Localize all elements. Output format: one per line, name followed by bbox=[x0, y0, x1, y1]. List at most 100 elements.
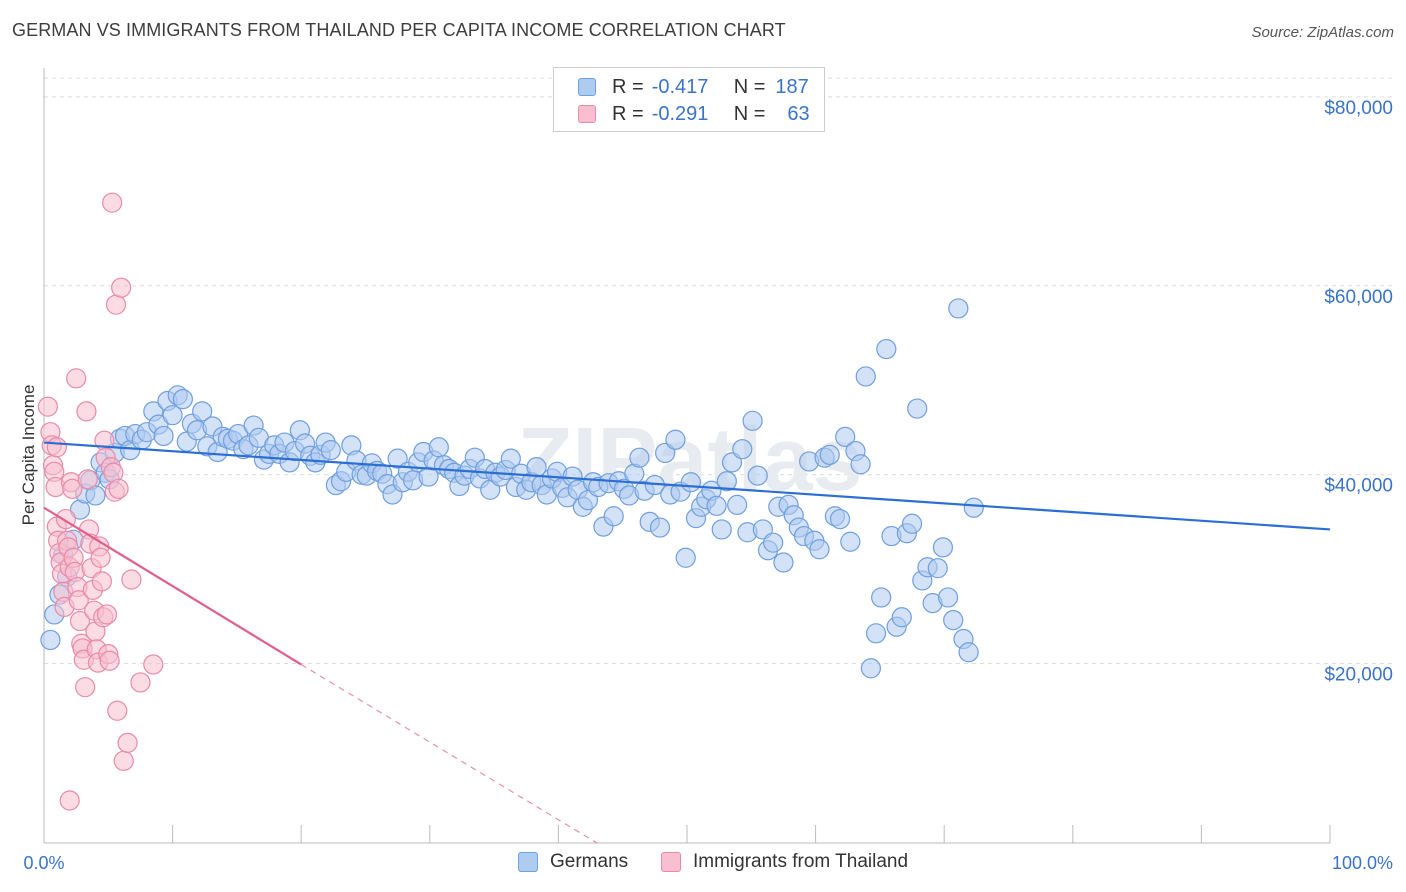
data-point-germans bbox=[865, 623, 887, 644]
data-point-germans bbox=[850, 454, 871, 475]
bottom-legend-germans: Germans bbox=[518, 851, 628, 873]
chart-title: GERMAN VS IMMIGRANTS FROM THAILAND PER C… bbox=[12, 20, 786, 40]
data-point-thailand bbox=[107, 700, 128, 721]
n-value: 187 bbox=[775, 75, 809, 98]
data-point-germans bbox=[675, 547, 696, 568]
chart-source: Source: ZipAtlas.com bbox=[1251, 24, 1394, 41]
data-point-germans bbox=[711, 519, 732, 540]
data-point-thailand bbox=[102, 192, 123, 213]
scatter-points bbox=[37, 192, 984, 811]
data-point-germans bbox=[603, 506, 624, 527]
data-point-thailand bbox=[143, 654, 164, 675]
data-point-germans bbox=[727, 494, 748, 515]
grid-lines bbox=[44, 77, 1393, 665]
data-point-thailand bbox=[77, 469, 98, 490]
data-point-germans bbox=[860, 658, 881, 679]
n-value: 63 bbox=[787, 102, 810, 125]
r-label: R = bbox=[612, 102, 644, 125]
data-point-germans bbox=[172, 389, 193, 410]
data-point-germans bbox=[428, 437, 449, 458]
data-point-germans bbox=[721, 452, 743, 473]
data-point-germans bbox=[943, 610, 964, 631]
trend-line-germans bbox=[43, 441, 1331, 531]
data-point-germans bbox=[192, 401, 213, 422]
data-point-germans bbox=[665, 429, 686, 450]
bottom-legend-swatch-thailand bbox=[661, 852, 681, 872]
data-point-germans bbox=[742, 410, 763, 431]
data-point-germans bbox=[855, 366, 876, 387]
r-value: -0.291 bbox=[651, 102, 709, 125]
axes: $20,000 $40,000 $60,000 $80,000 0.0% 100.0% bbox=[23, 68, 1393, 873]
data-point-germans bbox=[773, 552, 794, 573]
data-point-germans bbox=[649, 517, 671, 538]
r-value: -0.417 bbox=[651, 75, 709, 98]
data-point-germans bbox=[40, 629, 61, 651]
trend-line-thailand-extension bbox=[300, 663, 598, 844]
data-point-thailand bbox=[121, 569, 142, 590]
series-germans bbox=[40, 298, 984, 679]
data-point-thailand bbox=[90, 547, 111, 568]
data-point-thailand bbox=[76, 401, 97, 422]
data-point-germans bbox=[680, 472, 701, 493]
data-point-germans bbox=[901, 513, 923, 534]
bottom-legend-label: Immigrants from Thailand bbox=[693, 851, 909, 872]
legend-row-thailand: R = -0.291 N = 63 bbox=[578, 101, 810, 127]
data-point-germans bbox=[732, 439, 753, 460]
y-axis-label: Per Capita Income bbox=[19, 385, 38, 526]
bottom-legend-swatch-germans bbox=[518, 852, 538, 872]
data-point-germans bbox=[835, 426, 856, 447]
data-point-thailand bbox=[37, 396, 58, 417]
data-point-thailand bbox=[96, 604, 118, 625]
data-point-germans bbox=[932, 537, 954, 558]
data-point-germans bbox=[162, 405, 183, 426]
data-point-thailand bbox=[75, 677, 96, 698]
y-tick-label: $80,000 bbox=[1324, 98, 1393, 119]
y-tick-label: $40,000 bbox=[1324, 476, 1393, 497]
y-tick-label: $20,000 bbox=[1324, 665, 1393, 686]
n-label: N = bbox=[733, 75, 766, 98]
data-point-germans bbox=[819, 444, 840, 465]
data-point-germans bbox=[85, 485, 106, 506]
data-point-germans bbox=[829, 508, 851, 530]
x-tick-label-min: 0.0% bbox=[23, 853, 64, 873]
data-point-germans bbox=[891, 607, 912, 628]
data-point-thailand bbox=[59, 790, 80, 811]
data-point-thailand bbox=[108, 478, 129, 499]
data-point-thailand bbox=[46, 437, 67, 458]
data-point-germans bbox=[948, 298, 969, 319]
data-point-germans bbox=[500, 448, 521, 469]
data-point-germans bbox=[927, 558, 948, 579]
data-point-germans bbox=[387, 448, 408, 469]
trend-lines bbox=[43, 441, 1331, 844]
stats-legend: R = -0.417 N = 187 R = -0.291 N = 63 bbox=[553, 67, 825, 132]
data-point-thailand bbox=[91, 571, 112, 592]
data-point-germans bbox=[937, 587, 959, 608]
data-point-germans bbox=[629, 447, 650, 468]
bottom-legend-label: Germans bbox=[550, 851, 629, 872]
data-point-thailand bbox=[68, 590, 89, 611]
data-point-thailand bbox=[130, 672, 151, 693]
data-point-germans bbox=[655, 442, 676, 464]
r-label: R = bbox=[612, 75, 644, 98]
bottom-legend-thailand: Immigrants from Thailand bbox=[661, 851, 908, 873]
y-tick-label: $60,000 bbox=[1324, 287, 1393, 308]
data-point-germans bbox=[963, 497, 984, 518]
data-point-thailand bbox=[111, 277, 132, 298]
n-label: N = bbox=[733, 102, 766, 125]
data-point-thailand bbox=[66, 368, 87, 389]
data-point-thailand bbox=[62, 478, 83, 499]
x-tick-label-max: 100.0% bbox=[1332, 853, 1393, 873]
legend-swatch-thailand bbox=[578, 105, 596, 123]
data-point-germans bbox=[840, 531, 861, 552]
data-point-thailand bbox=[69, 610, 91, 632]
data-point-germans bbox=[958, 642, 979, 663]
data-point-germans bbox=[809, 539, 830, 560]
data-point-germans bbox=[763, 532, 784, 553]
data-point-germans bbox=[747, 465, 768, 486]
data-point-germans bbox=[871, 587, 892, 608]
data-point-germans bbox=[153, 425, 174, 447]
data-point-thailand bbox=[113, 750, 134, 771]
legend-swatch-germans bbox=[578, 78, 596, 96]
data-point-thailand bbox=[117, 732, 138, 753]
